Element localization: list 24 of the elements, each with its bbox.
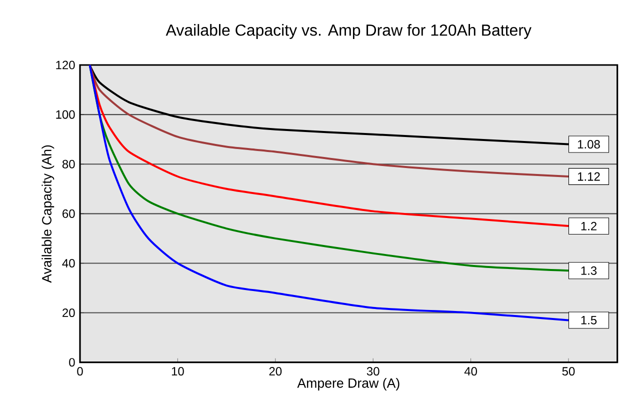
series-label: 1.12: [578, 172, 600, 181]
y-tick-label: 20: [62, 308, 75, 318]
line-series: [88, 64, 570, 322]
line-series: [88, 64, 570, 228]
x-axis-title: Ampere Draw (A): [297, 378, 400, 390]
y-tick-label: 0: [69, 358, 75, 367]
series-label: 1.5: [581, 316, 597, 324]
series-label: 1.08: [578, 140, 600, 149]
y-tick-label: 80: [62, 160, 75, 168]
x-tick-label: 0: [77, 367, 83, 376]
y-tick-label: 40: [62, 258, 75, 268]
x-tick-label: 10: [172, 367, 184, 376]
series-label: 1.3: [581, 266, 597, 275]
x-tick-label: 50: [562, 367, 575, 376]
y-tick-label: 120: [56, 60, 75, 70]
chart-title: Available Capacity vs. Amp Draw for 120Ah Battery: [166, 24, 532, 39]
y-tick-label: 60: [62, 209, 75, 218]
x-tick-label: 30: [366, 367, 380, 376]
y-tick-label: 100: [56, 110, 75, 119]
x-tick-label: 40: [464, 367, 477, 376]
series-label: 1.2: [581, 222, 596, 230]
y-axis-title: Available Capacity (Ah): [42, 145, 54, 283]
line-series: [88, 64, 570, 178]
x-tick-label: 20: [269, 367, 282, 376]
